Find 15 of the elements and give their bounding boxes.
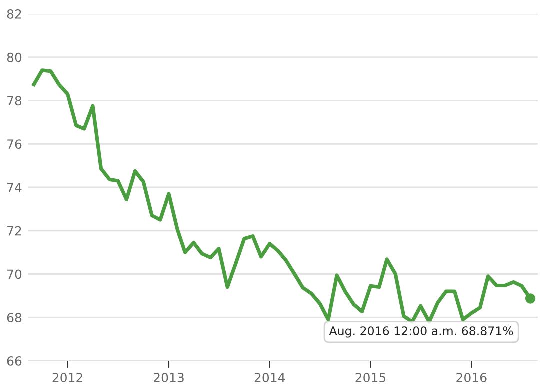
x-tick-label: 2013 [154,373,184,382]
x-tick-label: 2014 [254,373,286,382]
x-tick-label: 2016 [456,373,487,382]
y-tick-label: 76 [8,140,22,150]
y-tick-label: 78 [8,96,22,106]
annotation: Aug. 2016 12:00 a.m. 68.871% [329,326,514,338]
y-tick-label: 80 [7,52,22,62]
y-tick-label: 82 [7,9,22,19]
x-tick-label: 2012 [52,373,82,382]
x-tick-label: 2015 [356,373,386,382]
y-tick-label: 72 [8,226,22,236]
y-tick-label: 68 [7,313,22,323]
y-tick-label: 70 [8,270,22,280]
y-tick-label: 74 [8,183,22,192]
y-tick-label: 66 [7,356,22,366]
